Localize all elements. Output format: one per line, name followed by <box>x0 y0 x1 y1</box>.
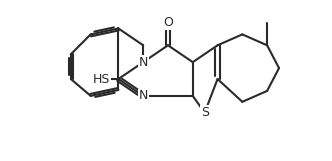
Text: N: N <box>138 56 148 69</box>
Text: HS: HS <box>93 72 110 85</box>
Text: S: S <box>201 106 209 119</box>
Text: N: N <box>138 89 148 102</box>
Text: O: O <box>163 16 173 29</box>
